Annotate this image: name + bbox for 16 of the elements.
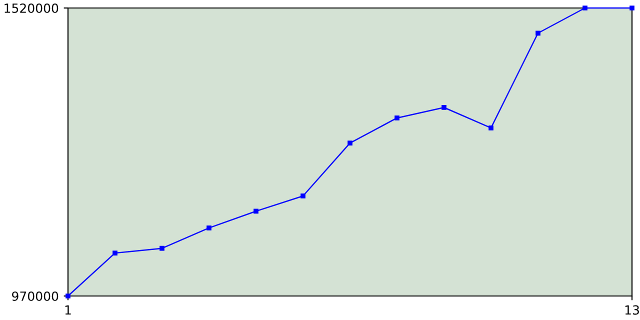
point (206, 225, 212, 230)
x-tick-label: 1 (65, 305, 71, 315)
point (582, 6, 588, 10)
point (442, 105, 446, 110)
point (160, 246, 164, 251)
point (348, 140, 352, 146)
point (536, 30, 540, 36)
point (254, 208, 258, 214)
y-tick-label: 1520000 (4, 3, 58, 13)
point (488, 125, 494, 130)
point (630, 6, 634, 10)
point (394, 116, 400, 120)
point (300, 194, 306, 198)
x-tick-label: 13 (625, 305, 639, 315)
point (112, 250, 118, 256)
y-tick-label: 970000 (12, 291, 58, 301)
